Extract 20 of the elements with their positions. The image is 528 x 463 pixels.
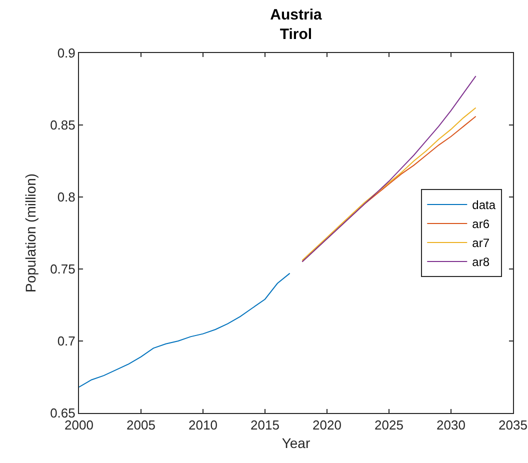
y-axis-title: Population (million) [22,173,39,293]
y-tick-label: 0.7 [57,334,76,349]
y-tick-label: 0.75 [50,262,76,277]
y-tick-label: 0.8 [57,190,76,205]
x-axis-title: Year [282,434,310,451]
x-tick-label: 2030 [436,418,466,433]
x-tick-label: 2015 [250,418,280,433]
y-tick-label: 0.9 [57,46,76,61]
legend-label: data [472,198,496,212]
line-series [79,272,290,388]
legend-label: ar7 [472,236,490,250]
x-tick-label: 2010 [188,418,218,433]
x-tick-label: 2020 [312,418,342,433]
x-tick-label: 2035 [498,418,528,433]
x-tick-label: 2025 [374,418,404,433]
chart-title: Austria Tirol [270,6,322,43]
legend-label: ar8 [472,255,490,270]
x-tick-label: 2005 [126,418,156,433]
y-tick-label: 0.85 [50,118,76,133]
legend-label: ar6 [472,217,490,232]
